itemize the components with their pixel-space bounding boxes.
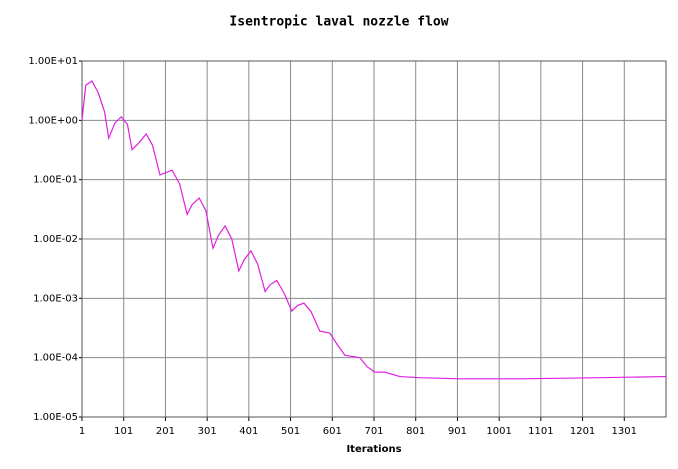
y-tick-label: 1.00E-01 bbox=[33, 175, 78, 186]
y-tick-label: 1.00E-05 bbox=[33, 412, 78, 423]
x-tick-label: 801 bbox=[406, 426, 425, 437]
x-tick-label: 101 bbox=[114, 426, 133, 437]
x-tick-label: 1101 bbox=[528, 426, 553, 437]
y-tick-label: 1.00E+00 bbox=[28, 115, 78, 126]
x-tick-label: 501 bbox=[281, 426, 300, 437]
x-tick-label: 901 bbox=[448, 426, 467, 437]
plot-frame bbox=[81, 60, 667, 418]
x-tick-label: 1201 bbox=[570, 426, 595, 437]
data-line bbox=[81, 80, 667, 380]
x-tick-label: 601 bbox=[323, 426, 342, 437]
chart-title: Isentropic laval nozzle flow bbox=[229, 15, 448, 30]
x-tick-label: 1 bbox=[79, 426, 85, 437]
x-tick-label: 1001 bbox=[486, 426, 511, 437]
y-tick-label: 1.00E+01 bbox=[28, 56, 78, 67]
x-tick-label: 701 bbox=[364, 426, 383, 437]
x-tick-label: 301 bbox=[198, 426, 217, 437]
x-tick-label: 1301 bbox=[612, 426, 637, 437]
y-tick-label: 1.00E-04 bbox=[33, 353, 78, 364]
y-tick-label: 1.00E-02 bbox=[33, 234, 78, 245]
x-tick-label: 401 bbox=[239, 426, 258, 437]
y-tick-label: 1.00E-03 bbox=[33, 293, 78, 304]
x-axis-label: Iterations bbox=[346, 444, 401, 455]
x-tick-label: 201 bbox=[156, 426, 175, 437]
